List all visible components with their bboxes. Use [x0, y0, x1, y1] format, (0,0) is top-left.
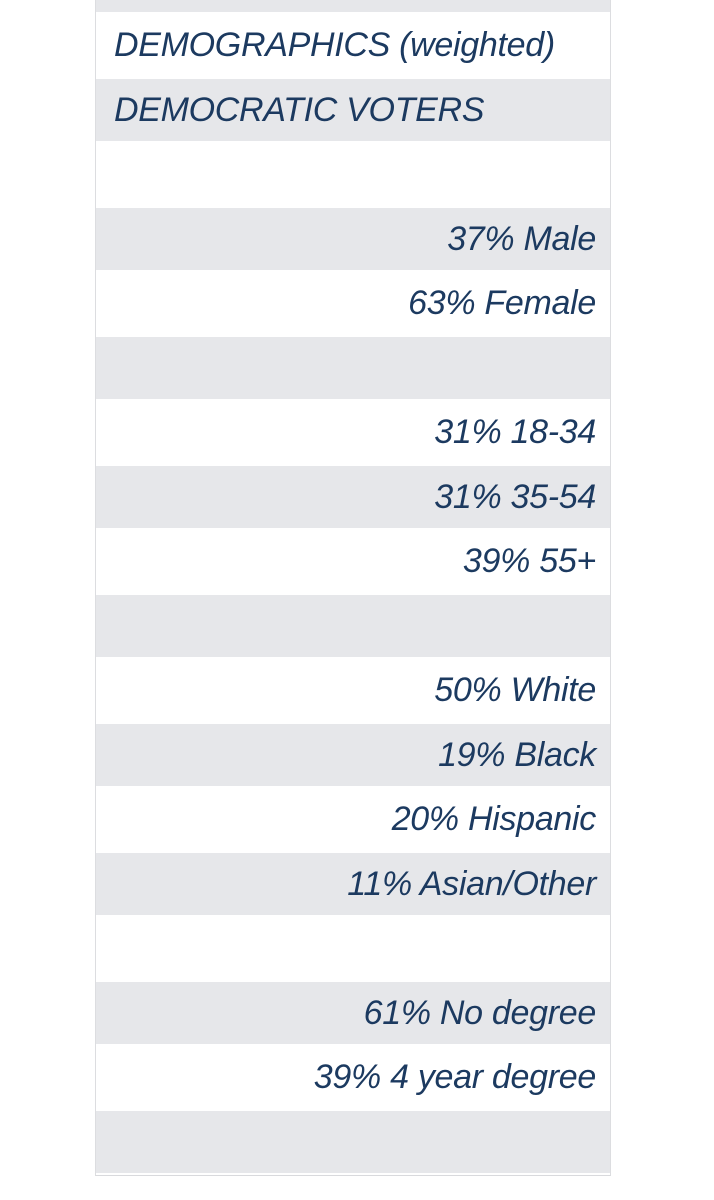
header-cell: DEMOGRAPHICS (weighted)	[114, 26, 555, 65]
value-cell: 31% 18-34	[434, 413, 596, 452]
spacer-row	[96, 143, 610, 208]
table-row: 63% Female	[96, 272, 610, 337]
table-row: DEMOCRATIC VOTERS	[96, 78, 610, 143]
table-row: 31% 35-54	[96, 465, 610, 530]
value-cell: 37% Male	[447, 219, 596, 258]
table-row: 61% No degree	[96, 981, 610, 1046]
table-row: DEMOGRAPHICS (weighted)	[96, 14, 610, 79]
value-cell: 50% White	[434, 671, 596, 710]
table-row: 37% Male	[96, 207, 610, 272]
value-cell: 19% Black	[438, 735, 596, 774]
demographics-table: DEMOGRAPHICS (weighted) DEMOCRATIC VOTERS…	[95, 0, 611, 1176]
value-cell: 61% No degree	[363, 993, 597, 1032]
table-row: 11% Asian/Other	[96, 852, 610, 917]
value-cell: 11% Asian/Other	[347, 864, 596, 903]
value-cell: 39% 4 year degree	[313, 1058, 597, 1097]
table-row: 39% 55+	[96, 530, 610, 595]
spacer-row	[96, 1110, 610, 1175]
spacer-row	[96, 917, 610, 982]
table-row: 39% 4 year degree	[96, 1046, 610, 1111]
spacer-row	[96, 594, 610, 659]
value-cell: 39% 55+	[462, 542, 596, 581]
table-row: 19% Black	[96, 723, 610, 788]
table-row: 50% White	[96, 659, 610, 724]
spacer-row	[96, 336, 610, 401]
cropped-row-remnant	[96, 0, 610, 14]
value-cell: 20% Hispanic	[391, 800, 597, 839]
table-rows: DEMOGRAPHICS (weighted) DEMOCRATIC VOTERS…	[96, 14, 610, 1175]
value-cell: 63% Female	[408, 284, 596, 323]
header-cell: DEMOCRATIC VOTERS	[114, 90, 485, 129]
table-row: 31% 18-34	[96, 401, 610, 466]
table-row: 20% Hispanic	[96, 788, 610, 853]
value-cell: 31% 35-54	[434, 477, 596, 516]
